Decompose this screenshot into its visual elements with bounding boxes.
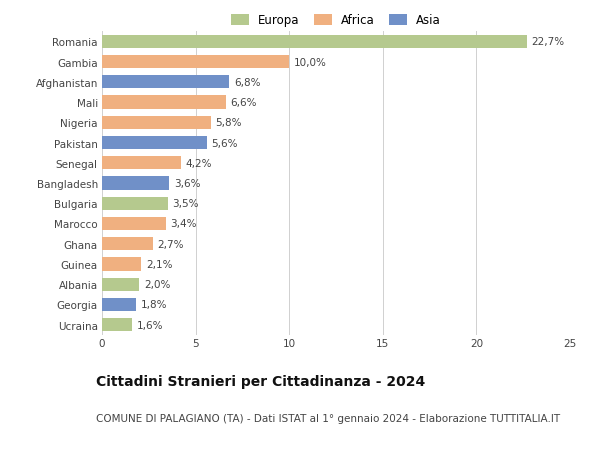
- Bar: [102, 137, 207, 150]
- Bar: [102, 278, 139, 291]
- Text: 4,2%: 4,2%: [185, 158, 212, 168]
- Text: 3,6%: 3,6%: [174, 179, 200, 189]
- Bar: [102, 177, 169, 190]
- Bar: [102, 76, 229, 89]
- Bar: [102, 36, 527, 49]
- Text: 5,8%: 5,8%: [215, 118, 242, 128]
- Bar: [102, 258, 142, 271]
- Bar: [102, 218, 166, 230]
- Text: 5,6%: 5,6%: [212, 138, 238, 148]
- Bar: [102, 319, 132, 331]
- Text: COMUNE DI PALAGIANO (TA) - Dati ISTAT al 1° gennaio 2024 - Elaborazione TUTTITAL: COMUNE DI PALAGIANO (TA) - Dati ISTAT al…: [96, 413, 560, 423]
- Bar: [102, 56, 289, 69]
- Legend: Europa, Africa, Asia: Europa, Africa, Asia: [227, 11, 445, 31]
- Text: 6,8%: 6,8%: [234, 78, 260, 88]
- Text: 2,7%: 2,7%: [157, 239, 184, 249]
- Bar: [102, 157, 181, 170]
- Text: 1,8%: 1,8%: [140, 300, 167, 310]
- Text: 2,1%: 2,1%: [146, 259, 172, 269]
- Bar: [102, 96, 226, 109]
- Text: 22,7%: 22,7%: [532, 37, 565, 47]
- Text: 10,0%: 10,0%: [294, 57, 327, 67]
- Text: 3,5%: 3,5%: [172, 199, 199, 209]
- Text: 6,6%: 6,6%: [230, 98, 257, 108]
- Bar: [102, 197, 167, 210]
- Bar: [102, 298, 136, 311]
- Bar: [102, 238, 152, 251]
- Text: 1,6%: 1,6%: [137, 320, 163, 330]
- Bar: [102, 117, 211, 129]
- Text: 2,0%: 2,0%: [144, 280, 170, 290]
- Text: Cittadini Stranieri per Cittadinanza - 2024: Cittadini Stranieri per Cittadinanza - 2…: [96, 374, 425, 388]
- Text: 3,4%: 3,4%: [170, 219, 197, 229]
